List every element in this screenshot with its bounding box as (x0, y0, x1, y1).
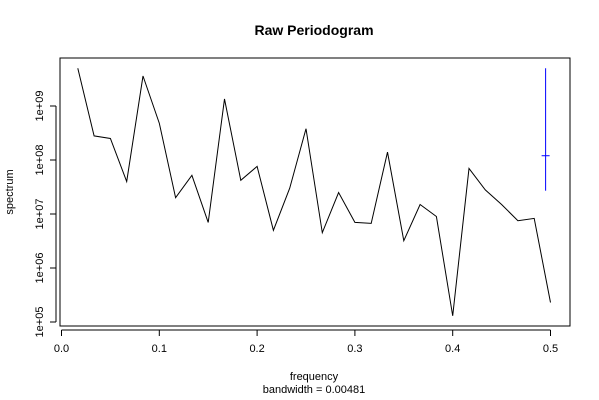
x-tick-label: 0.3 (347, 343, 362, 355)
x-axis: 0.0 0.1 0.2 0.3 0.4 0.5 (54, 329, 558, 355)
plot-area (59, 57, 571, 327)
x-tick-label: 0.2 (249, 343, 264, 355)
y-tick-label: 1e+09 (34, 91, 46, 122)
spectrum-points (78, 68, 551, 316)
y-tick-label: 1e+06 (34, 253, 46, 284)
x-axis-label: frequency (290, 371, 339, 383)
y-tick-label: 1e+08 (34, 145, 46, 176)
confidence-bar (541, 68, 550, 191)
y-tick-label: 1e+05 (34, 307, 46, 338)
spectrum-line (77, 68, 551, 316)
y-tick-label: 1e+07 (34, 199, 46, 230)
x-tick-label: 0.4 (445, 343, 460, 355)
y-axis-label: spectrum (4, 169, 16, 214)
x-tick-label: 0.0 (54, 343, 69, 355)
y-axis: 1e+05 1e+06 1e+07 1e+08 1e+09 (34, 91, 57, 338)
bandwidth-label: bandwidth = 0.00481 (263, 384, 365, 396)
x-tick-label: 0.5 (543, 343, 558, 355)
chart-title: Raw Periodogram (254, 22, 373, 38)
x-tick-label: 0.1 (152, 343, 167, 355)
